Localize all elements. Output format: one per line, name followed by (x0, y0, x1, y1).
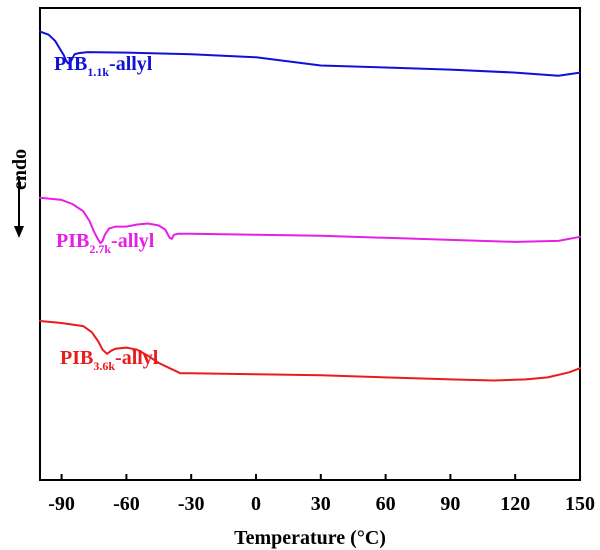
series-line-2 (39, 196, 581, 244)
series-lines (39, 30, 581, 382)
x-tick-label: -60 (113, 493, 140, 515)
series-line-3 (39, 320, 581, 382)
x-tick-label: 150 (565, 493, 595, 515)
x-axis: -90 -60 -30 0 30 60 90 120 150 (48, 474, 595, 515)
x-tick-label: 90 (440, 493, 460, 515)
endo-arrow-icon (14, 176, 24, 238)
series-label-pib-3-6k: PIB3.6k-allyl (60, 347, 159, 373)
plot-frame (39, 7, 581, 481)
y-axis-title: endo (9, 149, 31, 190)
x-tick-label: -90 (48, 493, 75, 515)
x-tick-label: -30 (178, 493, 205, 515)
x-tick-label: 120 (500, 493, 530, 515)
x-tick-label: 60 (376, 493, 396, 515)
svg-text:endo: endo (9, 149, 31, 190)
x-axis-title: Temperature (°C) (234, 527, 386, 549)
series-label-pib-2-7k: PIB2.7k-allyl (56, 230, 155, 256)
x-tick-label: 30 (311, 493, 331, 515)
x-tick-label: 0 (251, 493, 261, 515)
series-line-1 (39, 30, 581, 77)
series-label-pib-1-1k: PIB1.1k-allyl (54, 53, 153, 79)
